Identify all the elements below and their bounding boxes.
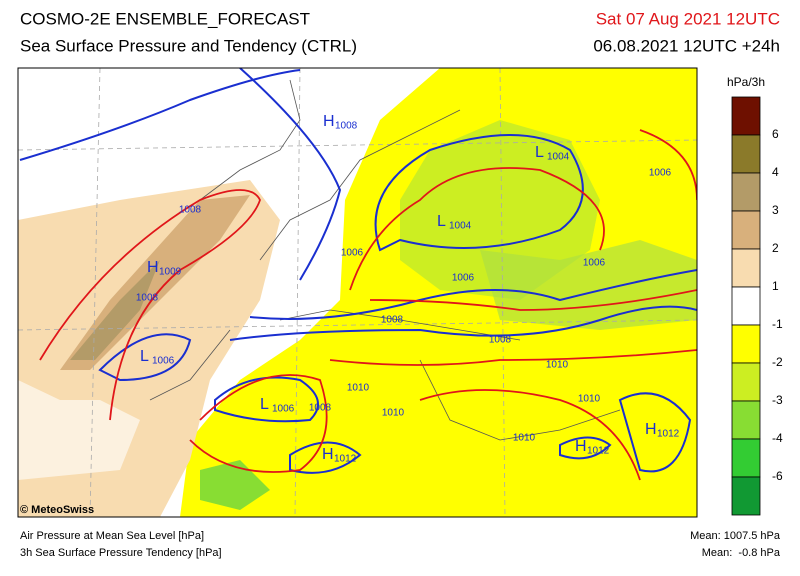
run-time: 06.08.2021 12UTC +24h [593,36,780,55]
isobar-label: 1006 [341,248,364,259]
colorbar-box [731,210,761,250]
colorbar-label: -4 [772,431,783,445]
colorbar-label: -1 [772,317,783,331]
isobar [98,305,697,382]
colorbar-box [731,172,761,212]
isobar [249,269,697,320]
tendency-tan [70,260,160,360]
pressure-center-letter: H [575,438,587,455]
colorbar-label: 6 [772,127,779,141]
colorbar-label: 2 [772,241,779,255]
grid-line [294,68,301,517]
pressure-center-letter: H [323,113,335,130]
pressure-center-value: 1012 [587,446,610,457]
copyright: © MeteoSwiss [20,504,94,516]
pressure-center-letter: L [140,348,149,365]
tendency-green [400,120,600,300]
pressure-center-letter: H [147,259,159,276]
tendency-green [200,460,270,510]
subtitle: Sea Surface Pressure and Tendency (CTRL) [20,36,357,55]
colorbar-label: -3 [772,393,783,407]
isobar [19,68,584,281]
valid-time: Sat 07 Aug 2021 12UTC [596,9,780,28]
isobar-label: 1008 [136,293,159,304]
tendency-green [480,240,697,330]
colorbar-box [731,438,761,478]
pressure-center-value: 1004 [547,152,570,163]
pressure-center-value: 1006 [152,356,175,367]
isobar [214,376,692,474]
isobar-label: 1010 [347,383,370,394]
pressure-center-value: 1012 [657,429,680,440]
footer-right: Mean: -0.8 hPa [702,547,781,559]
pressure-center-value: 1009 [159,267,182,278]
footer-left: 3h Sea Surface Pressure Tendency [hPa] [20,547,222,559]
tendency-contour [39,129,697,481]
grid-line [499,68,506,517]
isobar-label: 1010 [382,408,405,419]
pressure-center-value: 1012 [334,454,357,465]
pressure-center-letter: H [645,421,657,438]
colorbar-box [731,96,761,136]
colorbar-label: -2 [772,355,783,369]
pressure-center-letter: L [535,144,544,161]
title: COSMO-2E ENSEMBLE_FORECAST [20,9,310,28]
isobar-label: 1008 [489,335,512,346]
colorbar-label: 4 [772,165,779,179]
map-frame [17,67,698,518]
isobar-label: 1010 [513,433,536,444]
isobar-label: 1008 [381,315,404,326]
colorbar-box [731,324,761,364]
colorbar-label: -6 [772,469,783,483]
colorbar-box [731,134,761,174]
isobar-label: 1006 [649,168,672,179]
pressure-center-value: 1006 [272,404,295,415]
colorbar-label: 1 [772,279,779,293]
colorbar-box [731,476,761,516]
isobar-label: 1006 [583,258,606,269]
country-border [149,79,621,441]
colorbar-box [731,400,761,440]
colorbar-label: 3 [772,203,779,217]
map [18,68,697,517]
colorbar-box [731,248,761,288]
tendency-white [18,380,140,480]
pressure-center-letter: L [437,213,446,230]
pressure-center-letter: L [260,396,269,413]
isobar-label: 1006 [452,273,475,284]
isobar-label: 1008 [309,403,332,414]
colorbar-box [731,286,761,326]
colorbar-box [731,362,761,402]
pressure-center-letter: H [322,446,334,463]
pressure-center-value: 1008 [335,121,358,132]
footer-right: Mean: 1007.5 hPa [690,530,781,542]
pressure-center-value: 1004 [449,221,472,232]
colorbar-unit: hPa/3h [727,75,765,89]
grid-line [89,68,101,517]
footer-left: Air Pressure at Mean Sea Level [hPa] [20,530,204,542]
isobar-label: 1010 [578,394,601,405]
isobar-label: 1010 [546,360,569,371]
isobar-label: 1008 [179,205,202,216]
